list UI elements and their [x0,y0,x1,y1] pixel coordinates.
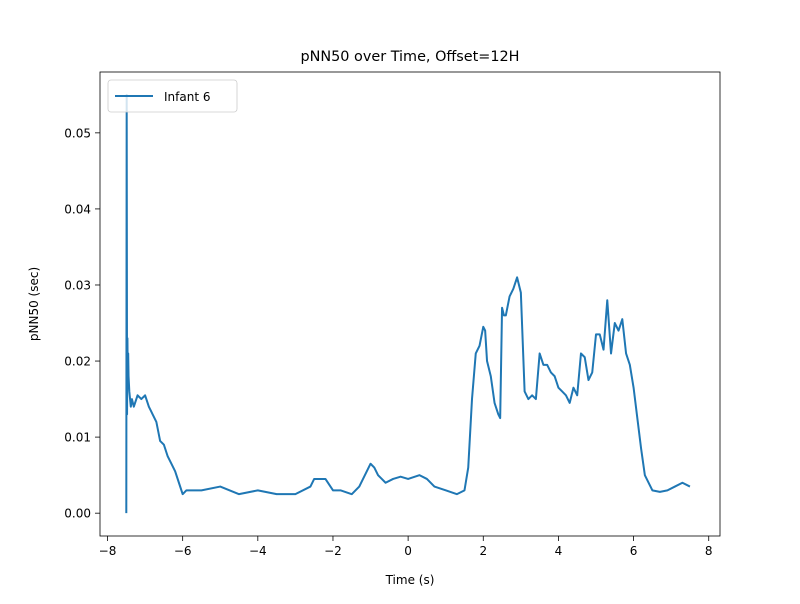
chart-title: pNN50 over Time, Offset=12H [300,49,519,65]
plot-area [125,93,691,514]
x-tick-label: −4 [249,544,267,558]
x-axis: −8 −6 −4 −2 0 2 4 6 8 [99,536,713,558]
x-axis-label: Time (s) [385,573,435,587]
y-tick-label: 0.05 [64,126,91,140]
x-tick-label: 4 [555,544,563,558]
y-tick-label: 0.01 [64,431,91,445]
x-tick-label: 2 [479,544,487,558]
legend-box [107,79,238,113]
x-tick-label: −8 [99,544,117,558]
x-tick-label: −6 [174,544,192,558]
y-tick-label: 0.00 [64,507,91,521]
x-tick-label: −2 [324,544,342,558]
y-tick-label: 0.02 [64,355,91,369]
y-axis: 0.00 0.01 0.02 0.03 0.04 0.05 [64,126,100,521]
y-tick-label: 0.03 [64,278,91,292]
series-line-0 [125,93,691,514]
x-tick-label: 6 [630,544,638,558]
axes-frame [99,71,721,537]
x-tick-label: 8 [705,544,713,558]
y-axis-label: pNN50 (sec) [27,267,41,341]
legend: Infant 6 [107,79,238,113]
legend-entry-label: Infant 6 [164,90,210,104]
x-tick-label: 0 [404,544,412,558]
y-tick-label: 0.04 [64,202,91,216]
